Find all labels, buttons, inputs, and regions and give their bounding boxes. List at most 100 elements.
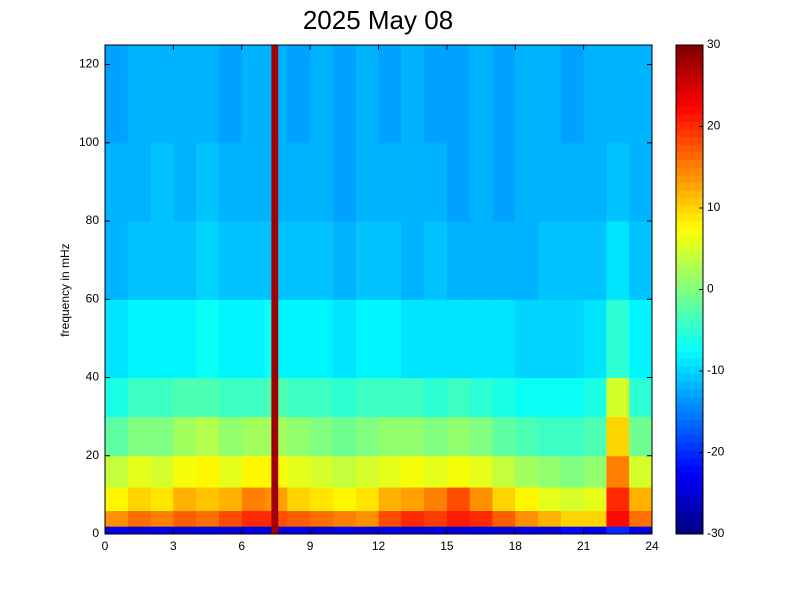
colorbar-segment (676, 67, 703, 77)
colorbar-segment (676, 449, 703, 459)
heatmap-cell (264, 487, 272, 512)
heatmap-cell (629, 142, 653, 222)
colorbar-segment (676, 518, 703, 527)
heatmap-cell (538, 299, 562, 379)
heatmap-cell (150, 510, 174, 527)
heatmap-cell (560, 221, 585, 300)
heatmap-cell (560, 455, 585, 488)
colorbar-segment (676, 136, 703, 145)
heatmap-cell (271, 299, 279, 379)
heatmap-cell (583, 142, 607, 222)
colorbar-segment (676, 289, 703, 298)
heatmap-cell (538, 221, 562, 300)
heatmap-cell (355, 455, 379, 488)
colorbar-segment (676, 442, 703, 451)
axes: 0 3 6 9 12 15 18 21 24 0 20 40 60 80 100 120 (79, 44, 659, 553)
heatmap-cell (492, 45, 516, 144)
heatmap-cell (606, 416, 630, 457)
heatmap-cell (287, 142, 311, 222)
heatmap-cell (606, 510, 630, 527)
heatmap-cell (173, 377, 197, 418)
heatmap-cell (271, 487, 279, 512)
x-tick-label: 9 (307, 539, 314, 553)
heatmap-cell (173, 142, 197, 222)
colorbar-segment (676, 503, 703, 512)
x-tick-label: 15 (440, 539, 454, 553)
heatmap-cell (538, 487, 562, 512)
colorbar-segment (676, 197, 703, 206)
colorbar-segment (676, 129, 703, 138)
colorbar-segment (676, 472, 703, 482)
heatmap-cell (218, 45, 243, 144)
colorbar-segment (676, 373, 703, 382)
heatmap-cell (469, 526, 493, 535)
colorbar-tick-label: -20 (707, 445, 725, 459)
heatmap-cell (538, 45, 562, 144)
heatmap-cell (105, 142, 129, 222)
colorbar-segment (676, 98, 703, 107)
heatmap-cell (173, 45, 197, 144)
heatmap-cell (241, 142, 266, 222)
heatmap-cell (629, 299, 653, 379)
heatmap-cell (378, 455, 402, 488)
heatmap-cell (401, 510, 425, 527)
heatmap-cell (241, 510, 266, 527)
heatmap-cell (150, 416, 174, 457)
colorbar-segment (676, 511, 703, 520)
heatmap-cell (271, 45, 279, 144)
colorbar-segment (676, 465, 703, 474)
y-tick-label: 100 (79, 135, 99, 149)
heatmap-cell (127, 377, 152, 418)
heatmap-cell (401, 416, 425, 457)
colorbar-segment (676, 258, 703, 268)
y-tick-label: 80 (86, 213, 100, 227)
heatmap-cell (127, 142, 152, 222)
heatmap-cell (105, 299, 129, 379)
heatmap-cell (278, 455, 288, 488)
heatmap-cell (332, 526, 357, 535)
heatmap-cell (173, 221, 197, 300)
heatmap-cell (196, 455, 220, 488)
heatmap-cell (241, 221, 266, 300)
heatmap-cell (150, 526, 174, 535)
heatmap-cell (560, 487, 585, 512)
heatmap-cell (560, 299, 585, 379)
heatmap-cell (446, 142, 471, 222)
colorbar-segment (676, 144, 703, 153)
heatmap-cell (332, 45, 357, 144)
heatmap-cell (271, 510, 279, 527)
heatmap-cell (264, 526, 272, 535)
heatmap-cell (310, 455, 334, 488)
heatmap-cell (241, 416, 266, 457)
heatmap-cell (287, 526, 311, 535)
heatmap-cell (218, 526, 243, 535)
heatmap-cell (424, 416, 448, 457)
heatmap-cell (278, 142, 288, 222)
colorbar-segment (676, 327, 703, 336)
colorbar-segment (676, 220, 703, 229)
heatmap-cell (196, 510, 220, 527)
colorbar-segment (676, 404, 703, 413)
x-tick-label: 21 (577, 539, 591, 553)
heatmap-cell (173, 526, 197, 535)
colorbar-segment (676, 358, 703, 367)
heatmap-cell (264, 221, 272, 300)
heatmap-cell (492, 526, 516, 535)
heatmap-cell (492, 487, 516, 512)
heatmap-cell (173, 416, 197, 457)
heatmap-cell (583, 221, 607, 300)
heatmap-cell (446, 299, 471, 379)
heatmap-cell (310, 526, 334, 535)
colorbar-segment (676, 45, 703, 54)
heatmap-cell (560, 45, 585, 144)
heatmap-cell (492, 510, 516, 527)
heatmap-cell (606, 221, 630, 300)
heatmap-cell (401, 455, 425, 488)
heatmap-cell (271, 455, 279, 488)
heatmap-cell (332, 510, 357, 527)
heatmap-cell (424, 377, 448, 418)
heatmap-cell (150, 45, 174, 144)
heatmap-cell (606, 377, 630, 418)
colorbar-segment (676, 159, 703, 168)
heatmap-cell (424, 142, 448, 222)
